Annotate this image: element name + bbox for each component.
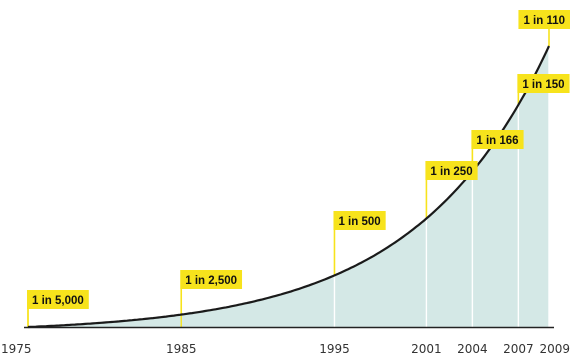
x-tick-label-1975: 1975	[1, 342, 32, 356]
callout-label-1995: 1 in 500	[338, 216, 380, 228]
trend-curve	[27, 45, 550, 329]
callout-box-2004	[471, 130, 524, 149]
callout-label-2004: 1 in 166	[476, 135, 518, 147]
x-tick-label-2001: 2001	[411, 342, 442, 356]
x-tick-label-2004: 2004	[457, 342, 488, 356]
value-callouts: 1 in 5,000 1 in 2,500 1 in 500 1 in 250 1 in…	[27, 10, 570, 309]
x-tick-labels: 1975 1985 1995 2001 2004 2007 2009	[1, 342, 570, 356]
callout-box-2001	[425, 161, 478, 180]
x-tick-label-2007: 2007	[503, 342, 534, 356]
area-fill	[28, 46, 549, 327]
callout-label-2007: 1 in 150	[522, 79, 564, 91]
callout-label-1985: 1 in 2,500	[185, 275, 237, 287]
callout-box-2009	[518, 10, 570, 29]
callout-label-2009: 1 in 110	[523, 15, 565, 27]
callout-label-2001: 1 in 250	[430, 166, 472, 178]
callout-label-1975: 1 in 5,000	[32, 295, 84, 307]
x-tick-label-1995: 1995	[319, 342, 350, 356]
x-tick-label-1985: 1985	[166, 342, 197, 356]
callout-box-1985	[180, 270, 243, 289]
callout-box-2007	[517, 74, 570, 93]
x-tick-label-2009: 2009	[539, 342, 570, 356]
callout-box-1995	[333, 211, 386, 230]
callout-box-1975	[27, 290, 89, 309]
